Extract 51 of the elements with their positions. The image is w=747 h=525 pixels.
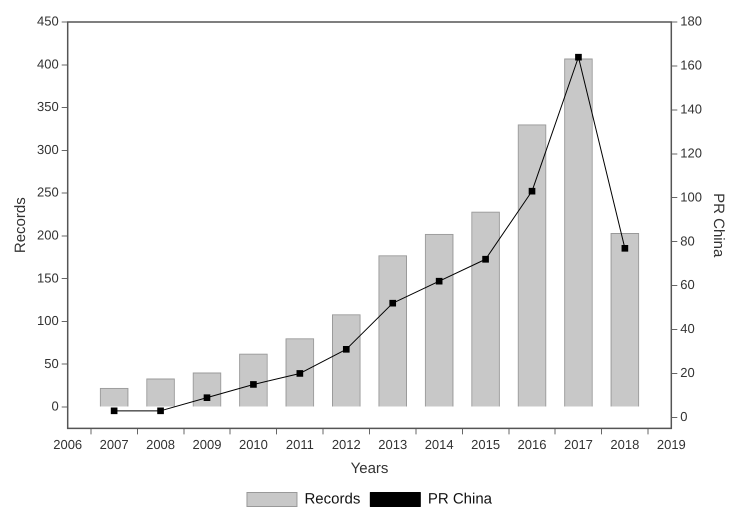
y-tick-label: 350: [36, 99, 59, 114]
x-tick-label: 2009: [192, 436, 222, 452]
y2-tick-label: 140: [680, 101, 702, 116]
point: [110, 408, 118, 414]
point: [528, 188, 536, 194]
y-axis-title: Records: [12, 197, 30, 254]
point: [622, 244, 628, 252]
x-tick-label: 2012: [332, 436, 361, 452]
y2-tick-label: 60: [680, 277, 695, 292]
point: [204, 394, 210, 401]
y-tick-label: 400: [36, 56, 59, 72]
x-axis-title: Years: [350, 460, 388, 478]
y-tick-label: 150: [36, 270, 59, 286]
legend-label: Records: [304, 490, 360, 508]
y-tick-label: 50: [44, 356, 59, 371]
x-tick-label: 2007: [100, 436, 129, 452]
y-tick-label: 250: [36, 184, 59, 200]
x-tick-label: 2013: [378, 436, 408, 452]
x-tick-label: 2006: [53, 436, 82, 452]
y2-tick-label: 120: [680, 145, 702, 160]
y2-tick-label: 40: [680, 321, 695, 336]
point: [250, 381, 257, 388]
x-tick-label: 2014: [424, 436, 454, 452]
x-tick-label: 2008: [146, 436, 176, 452]
point: [296, 370, 304, 377]
y-tick-label: 0: [51, 398, 59, 414]
x-tick-label: 2011: [286, 436, 314, 452]
point: [575, 54, 582, 60]
point: [389, 300, 396, 307]
point: [157, 408, 164, 414]
y-tick-label: 100: [36, 313, 59, 328]
x-tick-label: 2010: [238, 436, 268, 452]
point: [482, 256, 489, 263]
x-tick-label: 2017: [564, 436, 593, 452]
legend-label: PR China: [428, 490, 493, 508]
y2-tick-label: 160: [680, 58, 702, 73]
y2-tick-label: 100: [680, 189, 702, 204]
y2-tick-label: 180: [680, 14, 702, 29]
y-tick-label: 300: [36, 142, 59, 157]
y2-axis-title: PR China: [710, 193, 727, 258]
y-tick-label: 200: [36, 227, 59, 242]
y-tick-label: 450: [36, 14, 59, 29]
x-tick-label: 2018: [610, 436, 640, 452]
x-tick-label: 2016: [518, 436, 546, 452]
point: [342, 346, 350, 353]
point: [436, 278, 442, 285]
y2-tick-label: 0: [680, 408, 688, 424]
x-tick-label: 2015: [471, 436, 500, 452]
x-tick-label: 2019: [656, 436, 686, 452]
y2-tick-label: 80: [680, 233, 695, 248]
y2-tick-label: 20: [680, 365, 695, 380]
